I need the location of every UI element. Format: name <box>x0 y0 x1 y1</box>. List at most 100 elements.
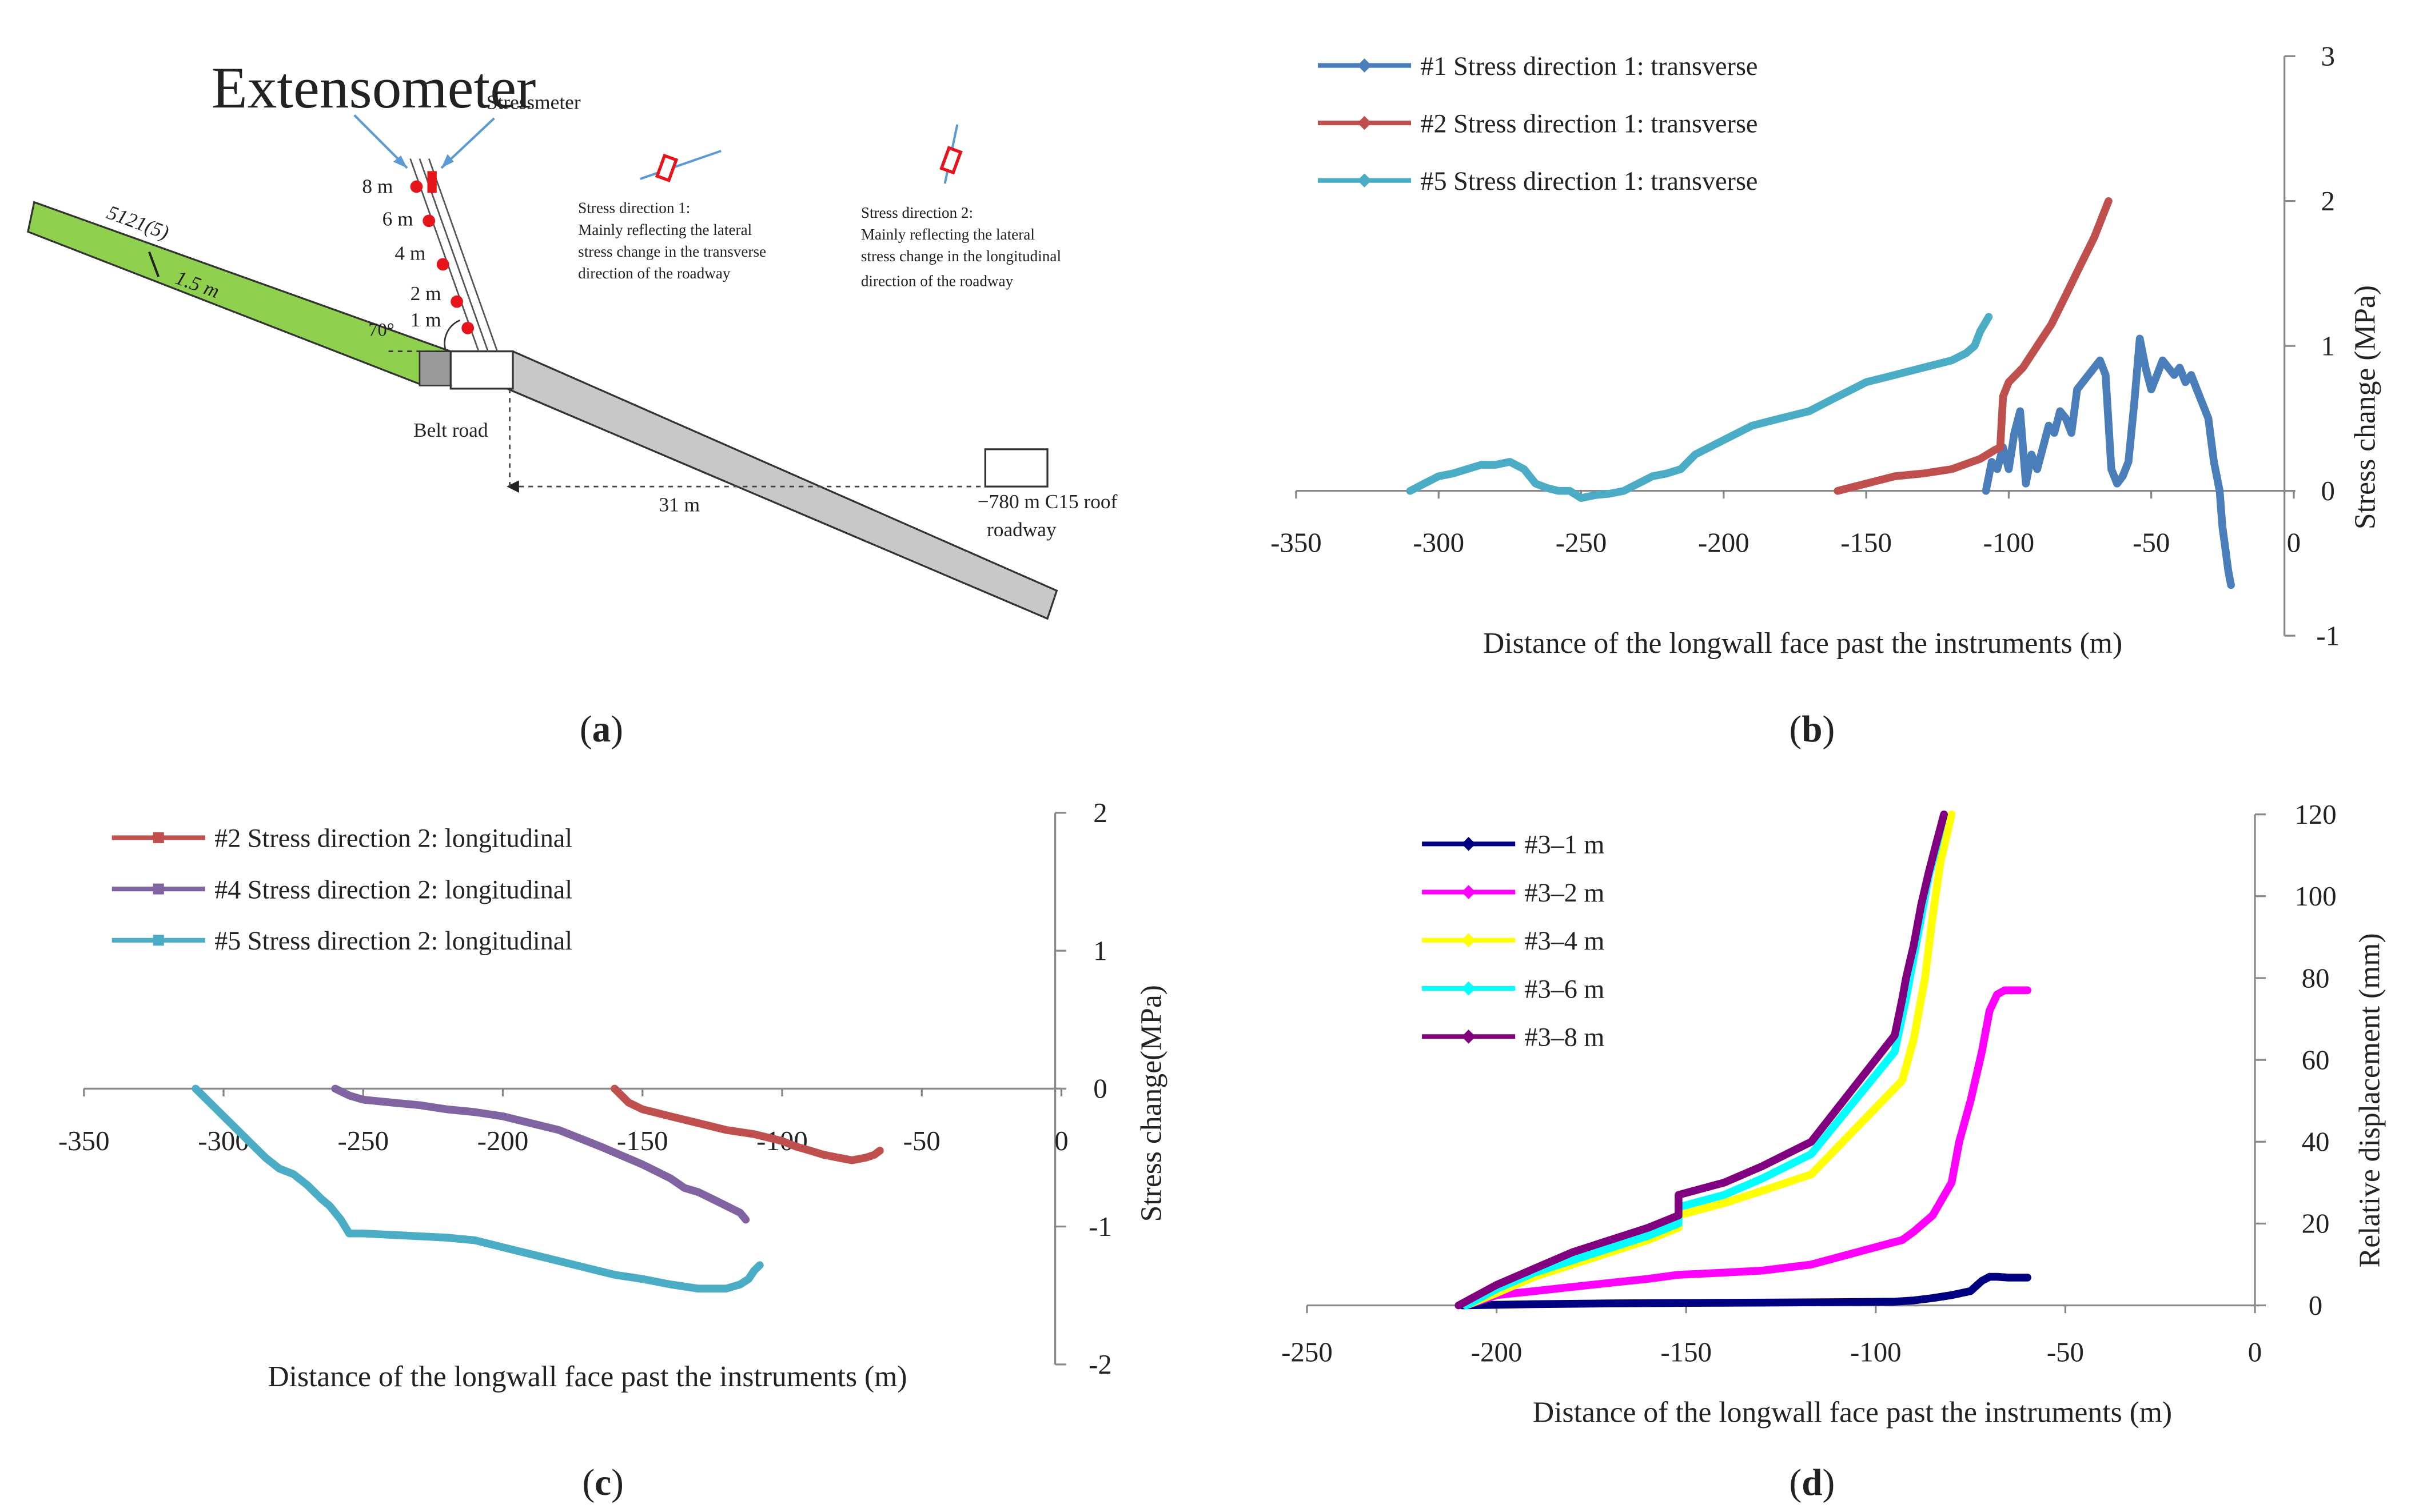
x-tick-label-d: -50 <box>2047 1336 2084 1367</box>
caption-a: (a) <box>580 709 623 750</box>
legend-label-d-5: #3–8 m <box>1525 1023 1605 1052</box>
dir1-line-1: Stress direction 1: <box>578 200 690 217</box>
series-line-d-5 <box>1454 810 1948 1310</box>
y-tick-label-b: 0 <box>2321 475 2335 506</box>
depth-2m-label: 2 m <box>411 282 441 305</box>
legend-label-d-2: #3–2 m <box>1525 878 1605 907</box>
y-tick-label-c: 2 <box>1093 797 1107 828</box>
legend-label-c-3: #5 Stress direction 2: longitudinal <box>214 926 572 955</box>
depth-6m-label: 6 m <box>382 208 413 230</box>
stress-direction-1-icon <box>640 150 722 182</box>
legend-marker-c-2 <box>153 883 164 895</box>
borehole-line-3 <box>428 158 499 352</box>
series-line-c-1 <box>611 1084 884 1164</box>
x-tick-label-b: -100 <box>1983 526 2035 558</box>
legend-label-b-2: #2 Stress direction 1: transverse <box>1420 109 1758 138</box>
legend-label-b-1: #1 Stress direction 1: transverse <box>1420 51 1758 81</box>
extensometer-label: Extensometer <box>212 55 536 121</box>
y-axis-label-c: Stress change(MPa) <box>1135 985 1167 1222</box>
x-tick-label-c: -250 <box>337 1125 389 1156</box>
angle-arc <box>444 320 461 352</box>
legend-marker-d-1 <box>1461 837 1476 851</box>
x-tick-label-b: 0 <box>2287 526 2301 558</box>
distance-label: 31 m <box>659 494 700 516</box>
series-line-c-3 <box>192 1084 764 1293</box>
anchor-8m <box>410 180 423 193</box>
legend-marker-d-4 <box>1461 981 1476 996</box>
x-tick-label-d: -200 <box>1471 1336 1523 1367</box>
x-tick-label-c: -200 <box>477 1125 529 1156</box>
caption-d: (d) <box>1789 1462 1835 1503</box>
dir1-line-2: Mainly reflecting the lateral <box>578 221 752 238</box>
stressmeter-arrowhead <box>441 154 454 168</box>
anchor-6m <box>423 214 436 228</box>
dir2-line-4: direction of the roadway <box>861 272 1014 289</box>
legend-marker-d-3 <box>1461 933 1476 948</box>
chart-d: 0 20 40 60 80 100 120 -250 -200 -150 -100 -50 0 Dista… <box>1281 799 2386 1503</box>
panel-a-diagram: Extensometer Stressmeter 5121(5) 1.5 m 7… <box>27 55 1118 750</box>
x-tick-label-d: 0 <box>2248 1336 2262 1367</box>
chart-b: -1 0 1 2 3 -350 -300 -250 -200 -150 -100 -50 0 Distan… <box>1270 41 2381 750</box>
legend-marker-b-1 <box>1357 58 1372 73</box>
series-line-d-1 <box>1458 1272 2031 1310</box>
dir2-line-2: Mainly reflecting the lateral <box>861 226 1035 243</box>
y-axis-label-b: Stress change (MPa) <box>2349 285 2381 529</box>
stressmeter-label: Stressmeter <box>487 91 581 114</box>
legend-marker-d-5 <box>1461 1030 1476 1044</box>
legend-label-c-2: #4 Stress direction 2: longitudinal <box>214 875 572 904</box>
anchor-2m <box>451 295 464 308</box>
y-tick-label-c: 1 <box>1093 935 1107 966</box>
anchor-4m <box>436 258 449 271</box>
legend-marker-c-1 <box>153 832 164 843</box>
roof-roadway-box <box>984 448 1049 488</box>
legend-marker-c-3 <box>153 935 164 946</box>
x-axis-label-c: Distance of the longwall face past the i… <box>268 1361 907 1393</box>
dir2-line-3: stress change in the longitudinal <box>861 248 1061 265</box>
legend-label-b-3: #5 Stress direction 1: transverse <box>1420 166 1758 196</box>
extensometer-arrowhead <box>393 155 408 168</box>
y-axis-label-d: Relative displacement (mm) <box>2353 933 2386 1267</box>
roof-roadway-label-1: −780 m C15 roof <box>978 490 1118 513</box>
y-tick-label-c: -1 <box>1089 1211 1112 1242</box>
series-line-d-3 <box>1462 810 1956 1310</box>
stress-direction-2-icon <box>939 124 963 184</box>
legend-label-c-1: #2 Stress direction 2: longitudinal <box>214 824 572 853</box>
y-tick-label-b: 1 <box>2321 330 2335 361</box>
x-tick-label-c: 0 <box>1054 1125 1068 1156</box>
series-line-d-2 <box>1462 986 2031 1310</box>
borehole-line-1 <box>409 158 480 352</box>
x-axis-label-d: Distance of the longwall face past the i… <box>1533 1396 2172 1429</box>
stressmeter-sensor <box>427 171 437 193</box>
series-line-b-1 <box>1982 334 2235 589</box>
x-tick-label-c: -350 <box>58 1125 110 1156</box>
legend-label-d-4: #3–6 m <box>1525 974 1605 1003</box>
y-tick-label-b: 3 <box>2321 41 2335 72</box>
distance-dim-arrowhead <box>507 480 519 493</box>
legend-marker-b-3 <box>1357 173 1372 187</box>
depth-4m-label: 4 m <box>394 242 425 264</box>
roof-roadway-label-2: roadway <box>987 518 1057 541</box>
y-tick-label-b: 2 <box>2321 185 2335 217</box>
y-tick-label-b: -1 <box>2316 620 2340 651</box>
y-tick-label-c: -2 <box>1089 1349 1112 1380</box>
angle-label: 70° <box>368 320 394 340</box>
y-tick-label-c: 0 <box>1093 1073 1107 1104</box>
x-tick-label-d: -100 <box>1850 1336 1902 1367</box>
x-tick-label-c: -150 <box>617 1125 668 1156</box>
y-tick-label-d: 40 <box>2302 1126 2330 1158</box>
x-tick-label-b: -300 <box>1413 526 1464 558</box>
series-line-b-2 <box>1834 197 2113 495</box>
belt-road-label: Belt road <box>413 419 488 441</box>
y-tick-label-d: 120 <box>2294 799 2336 830</box>
x-tick-label-b: -250 <box>1556 526 1607 558</box>
dir1-line-4: direction of the roadway <box>578 265 731 282</box>
series-line-b-3 <box>1406 313 1993 502</box>
x-tick-label-b: -200 <box>1698 526 1750 558</box>
x-tick-label-c: -50 <box>903 1125 941 1156</box>
caption-c: (c) <box>582 1462 623 1503</box>
x-axis-label-b: Distance of the longwall face past the i… <box>1483 627 2122 660</box>
legend-marker-b-2 <box>1357 115 1372 130</box>
dir1-line-3: stress change in the transverse <box>578 243 766 260</box>
